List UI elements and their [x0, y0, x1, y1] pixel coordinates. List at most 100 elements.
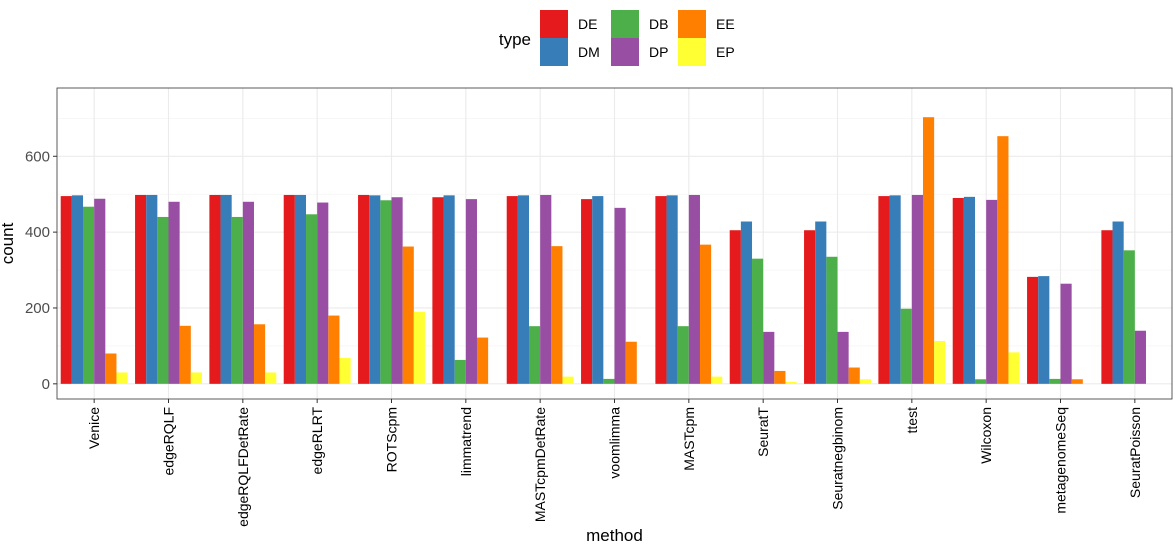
x-tick-label: edgeRQLFDetRate	[235, 407, 251, 527]
x-tick-label: MASTcpm	[681, 407, 697, 471]
bar	[837, 331, 849, 384]
bar	[625, 341, 637, 384]
bar	[666, 195, 678, 384]
bar	[339, 358, 351, 384]
bar	[190, 372, 202, 384]
bar	[168, 201, 180, 384]
bar	[740, 221, 753, 384]
bar	[369, 195, 381, 384]
legend-swatch	[540, 10, 568, 38]
bar	[517, 195, 530, 384]
x-tick-label: Wilcoxon	[978, 407, 994, 464]
bar	[688, 194, 700, 384]
bar	[83, 206, 95, 384]
bar	[655, 196, 667, 384]
bar	[603, 378, 615, 384]
bar	[785, 381, 797, 384]
axes: 0 200 400 600 Venice edgeRQLF edgeRQLFDetRate e…	[25, 148, 1143, 527]
bar	[804, 230, 816, 384]
bar	[391, 197, 403, 384]
legend-label: EP	[716, 44, 735, 60]
bar	[317, 202, 329, 384]
bar	[889, 195, 901, 384]
bar	[105, 353, 117, 384]
legend-label: DM	[578, 44, 600, 60]
bar	[1134, 330, 1146, 384]
bar	[815, 221, 827, 384]
bar	[711, 376, 723, 384]
bar	[934, 340, 946, 384]
x-tick-label: voomlimma	[607, 407, 623, 479]
x-tick-label: limmatrend	[458, 407, 474, 476]
bar	[294, 194, 307, 384]
bar	[975, 379, 987, 384]
bar	[94, 198, 106, 384]
bar	[328, 315, 340, 384]
legend-label: DE	[578, 16, 597, 32]
x-tick-label: ROTScpm	[384, 407, 400, 472]
bar	[826, 256, 838, 384]
legend: type DE DM DB DP EE EP	[499, 10, 735, 66]
bar	[1123, 250, 1135, 384]
bar	[540, 194, 552, 384]
bar	[699, 244, 712, 384]
bar	[774, 370, 786, 384]
bar	[157, 216, 169, 384]
bar	[986, 199, 998, 384]
y-tick-label: 400	[25, 224, 50, 241]
bar	[878, 196, 890, 384]
bar	[253, 324, 266, 384]
bar	[592, 196, 604, 384]
bar	[265, 372, 277, 384]
legend-swatch	[540, 38, 568, 66]
bar	[859, 379, 871, 384]
bar	[306, 214, 318, 384]
bar	[506, 196, 518, 384]
bar	[911, 194, 923, 384]
bar	[209, 194, 221, 384]
bar	[242, 201, 254, 384]
bar	[752, 258, 764, 384]
legend-swatch	[611, 38, 639, 66]
bar	[60, 196, 72, 384]
x-tick-label: metagenomeSeq	[1053, 407, 1069, 514]
x-tick-label: Seuratnegbinom	[830, 407, 846, 510]
bar	[729, 230, 741, 384]
bar	[1071, 379, 1083, 384]
bar	[146, 194, 158, 384]
bar	[1049, 378, 1061, 384]
bar	[614, 207, 626, 384]
x-tick-label: SeuratT	[755, 407, 771, 457]
bar	[1038, 276, 1050, 384]
x-tick-label: MASTcpmDetRate	[532, 407, 548, 522]
legend-swatch	[678, 10, 706, 38]
y-axis-title: count	[0, 222, 17, 264]
bar	[922, 117, 935, 384]
x-tick-label: Venice	[86, 407, 102, 449]
bar	[997, 136, 1009, 384]
bar	[677, 326, 689, 384]
legend-label: DP	[649, 44, 668, 60]
bar	[380, 200, 392, 384]
bar	[1112, 221, 1124, 384]
bar	[1060, 283, 1072, 384]
bar	[402, 246, 414, 384]
legend-swatch	[678, 38, 706, 66]
bar	[963, 196, 976, 384]
bar	[1008, 352, 1020, 384]
x-axis-title: method	[586, 526, 643, 545]
bar	[465, 199, 477, 384]
bar	[1101, 230, 1113, 384]
bar	[413, 311, 425, 384]
x-tick-label: ttest	[904, 407, 920, 434]
bar	[135, 194, 147, 384]
bar	[454, 359, 466, 384]
legend-title: type	[499, 30, 531, 49]
y-tick-label: 600	[25, 148, 50, 165]
bar	[432, 197, 444, 384]
legend-label: EE	[716, 16, 735, 32]
x-tick-label: edgeRQLF	[161, 407, 177, 475]
legend-swatch	[611, 10, 639, 38]
